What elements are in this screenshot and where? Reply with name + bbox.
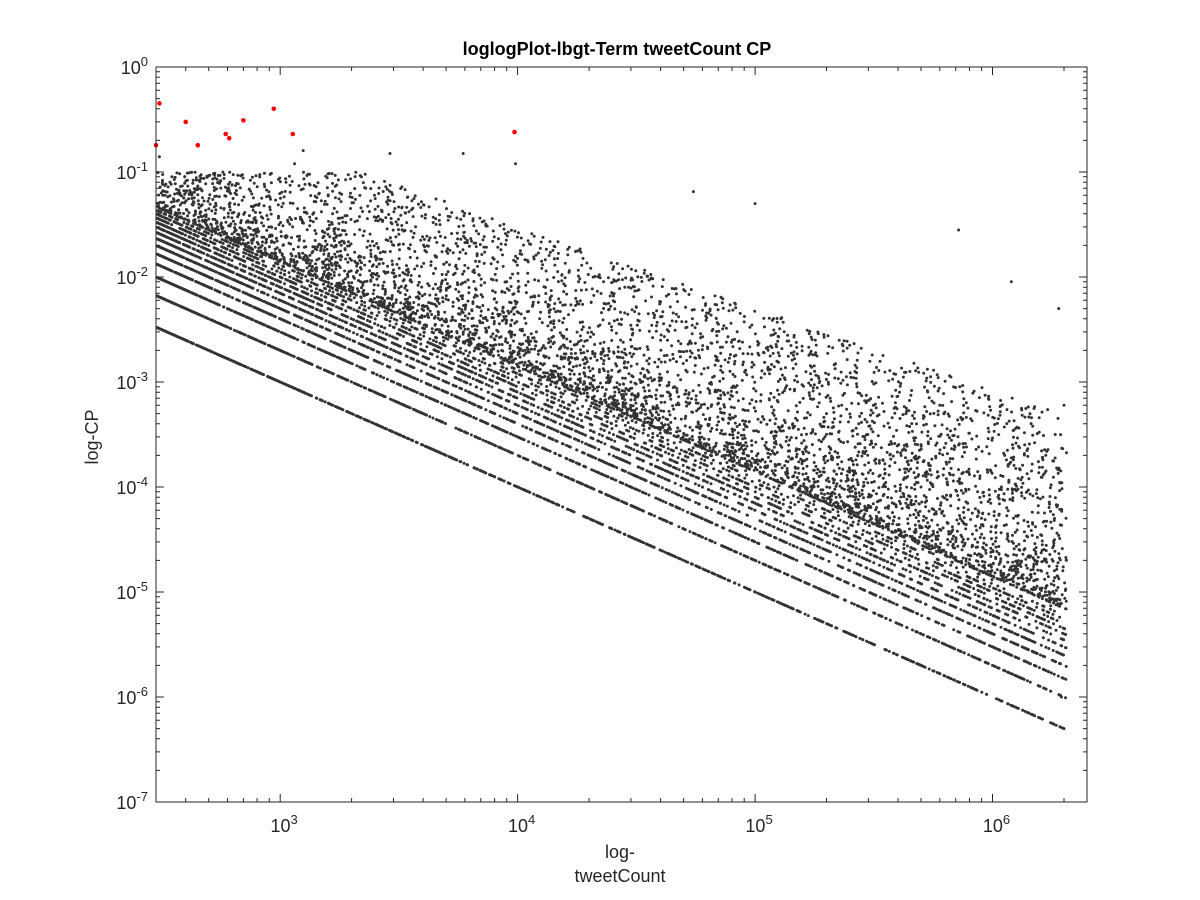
y-tick-label: 10-6 (116, 684, 148, 708)
y-tick-label: 10-1 (116, 159, 148, 183)
y-tick-label: 100 (121, 54, 148, 78)
highlight-point (226, 135, 232, 141)
x-tick-label: 103 (271, 812, 298, 836)
x-tick-label: 105 (745, 812, 772, 836)
chart-title: loglogPlot-lbgt-Term tweetCount CP (463, 39, 772, 59)
main-series-points (155, 149, 1068, 731)
axes-box (155, 66, 1088, 803)
highlight-point (183, 119, 188, 125)
highlight-point (195, 142, 201, 148)
highlight-point (241, 118, 246, 123)
highlight-series (153, 101, 517, 148)
y-tick-label: 10-4 (116, 474, 148, 498)
x-axis-label-line2: tweetCount (574, 866, 665, 886)
highlight-point (223, 131, 228, 137)
highlight-point (157, 101, 162, 106)
tick-labels: 103 104 105 106 10-7 10-6 10-5 10-4 10-3 10-2 10-1… (116, 54, 1010, 836)
y-tick-label: 10-5 (116, 579, 148, 603)
y-tick-label: 10-2 (116, 264, 148, 288)
highlight-point (512, 129, 517, 135)
y-tick-label: 10-3 (116, 369, 148, 393)
tick-marks (155, 66, 1087, 803)
x-tick-label: 106 (983, 812, 1010, 836)
highlight-point (271, 106, 277, 112)
x-tick-label: 104 (508, 812, 535, 836)
highlight-point (290, 131, 296, 137)
x-axis-label-line1: log- (605, 842, 635, 862)
y-tick-label: 10-7 (116, 789, 148, 813)
axis-ticks (155, 66, 1087, 803)
plot-area (155, 149, 1068, 731)
y-axis-label: log-CP (82, 409, 102, 464)
